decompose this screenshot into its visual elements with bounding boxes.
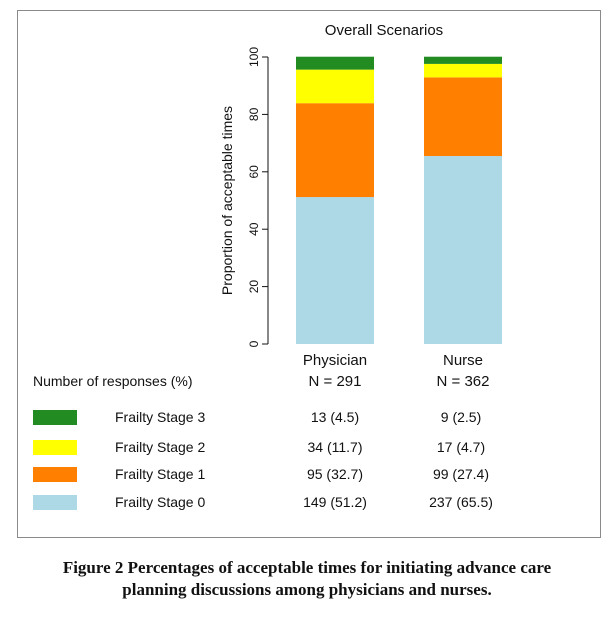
y-tick-label: 100 xyxy=(247,47,261,67)
count-cell-physician: 34 (11.7) xyxy=(307,439,363,455)
legend-swatch xyxy=(33,495,77,510)
bar-segment-nurse-stage2 xyxy=(424,63,502,78)
count-cell-nurse: 237 (65.5) xyxy=(429,494,493,510)
stacked-bar-chart: Overall Scenarios 0 20 40 60 80 100 Proportion … xyxy=(219,22,502,390)
count-cell-nurse: 9 (2.5) xyxy=(440,409,482,425)
y-axis-label: Proportion of acceptable times xyxy=(219,106,235,295)
bar-segment-nurse-stage0 xyxy=(424,156,502,344)
y-tick-label: 80 xyxy=(247,107,261,121)
x-category-label: Physician xyxy=(303,352,367,369)
y-tick-label: 40 xyxy=(247,222,261,236)
bar-segment-nurse-stage3 xyxy=(424,56,502,64)
bar-segment-nurse-stage1 xyxy=(424,77,502,157)
legend-swatch xyxy=(33,467,77,482)
x-category-label: Nurse xyxy=(443,352,483,369)
bar-segment-physician-stage1 xyxy=(296,103,374,198)
legend-swatch xyxy=(33,440,77,455)
bar-segment-physician-stage2 xyxy=(296,69,374,104)
y-tick-label: 20 xyxy=(247,280,261,294)
x-category-n: N = 362 xyxy=(437,373,490,390)
legend-row: Frailty Stage 1 95 (32.7) 99 (27.4) xyxy=(33,465,593,485)
chart-title: Overall Scenarios xyxy=(325,22,443,39)
bar-segment-physician-stage0 xyxy=(296,197,374,344)
count-cell-physician: 95 (32.7) xyxy=(306,466,364,482)
x-category-n: N = 291 xyxy=(309,373,362,390)
count-cell-nurse: 99 (27.4) xyxy=(432,466,490,482)
legend-row: Frailty Stage 0 149 (51.2) 237 (65.5) xyxy=(33,493,593,513)
legend-row: Frailty Stage 3 13 (4.5) 9 (2.5) xyxy=(33,408,593,428)
count-cell-nurse: 17 (4.7) xyxy=(436,439,486,455)
y-tick-label: 60 xyxy=(247,165,261,179)
bar-segment-physician-stage3 xyxy=(296,56,374,70)
legend-label: Frailty Stage 0 xyxy=(115,494,206,510)
legend-label: Frailty Stage 1 xyxy=(115,466,206,482)
legend-swatch xyxy=(33,410,77,425)
responses-table-header: Number of responses (%) xyxy=(33,373,193,389)
y-tick-label: 0 xyxy=(247,340,261,347)
legend-label: Frailty Stage 2 xyxy=(115,439,206,455)
legend-row: Frailty Stage 2 34 (11.7) 17 (4.7) xyxy=(33,438,593,458)
legend-label: Frailty Stage 3 xyxy=(115,409,206,425)
count-cell-physician: 13 (4.5) xyxy=(310,409,360,425)
figure-caption-line1: Figure 2 Percentages of acceptable times… xyxy=(62,558,552,577)
count-cell-physician: 149 (51.2) xyxy=(303,494,367,510)
figure-caption-line2: planning discussions among physicians an… xyxy=(122,580,492,599)
